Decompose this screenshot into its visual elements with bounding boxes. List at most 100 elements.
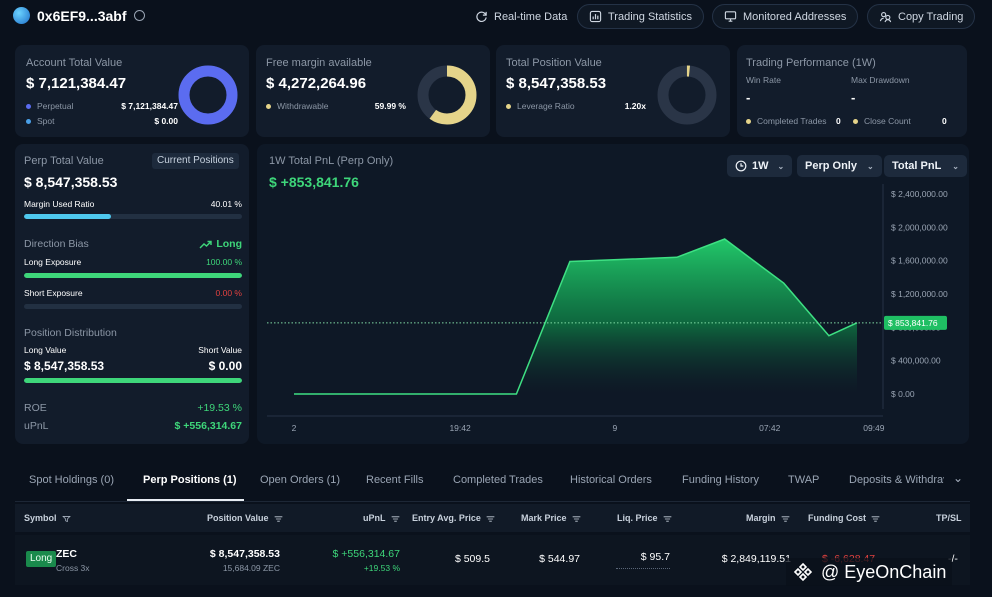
col-liq-price-label: Liq. Price (617, 513, 658, 523)
sort-icon (274, 516, 282, 522)
monitored-addresses-button[interactable]: Monitored Addresses (712, 4, 859, 29)
period-dropdown[interactable]: 1W ⌄ (727, 155, 793, 177)
col-funding-cost[interactable]: Funding Cost (808, 513, 880, 523)
col-entry-price[interactable]: Entry Avg. Price (412, 513, 495, 523)
table-header-row (15, 504, 970, 532)
col-funding-cost-label: Funding Cost (808, 513, 866, 523)
max-drawdown-label: Max Drawdown (851, 75, 910, 85)
address-header[interactable]: 0x6EF9...3abf (13, 7, 145, 24)
sort-icon (391, 516, 399, 522)
margin-used-label: Margin Used Ratio (24, 199, 95, 209)
close-count-label: Close Count (864, 116, 911, 126)
y-tick-label: $ 1,600,000.00 (891, 256, 948, 266)
tab-historical-orders[interactable]: Historical Orders (570, 474, 652, 486)
copy-trading-button[interactable]: Copy Trading (867, 4, 976, 29)
leverage-dot (506, 104, 511, 110)
withdrawable-dot (266, 104, 271, 110)
perp-total-title: Perp Total Value (24, 155, 104, 167)
symbol-name[interactable]: ZEC (56, 548, 77, 560)
perpetual-dot (26, 104, 31, 110)
short-exposure-label: Short Exposure (24, 288, 83, 298)
scope-dropdown[interactable]: Perp Only ⌄ (797, 155, 882, 177)
tab-perp-positions[interactable]: Perp Positions (1) (143, 474, 237, 486)
win-rate-label: Win Rate (746, 75, 781, 85)
tab-spot-holdings[interactable]: Spot Holdings (0) (29, 474, 114, 486)
tab-recent-fills[interactable]: Recent Fills (366, 474, 424, 486)
position-size-cell: 15,684.09 ZEC (222, 563, 280, 573)
tab-funding-history[interactable]: Funding History (682, 474, 760, 486)
monitored-addresses-label: Monitored Addresses (743, 10, 847, 23)
upnl-label: uPnL (24, 420, 49, 432)
sort-icon (486, 516, 495, 522)
roe-label: ROE (24, 402, 47, 414)
total-position-value: $ 8,547,358.53 (506, 75, 607, 92)
entry-price-cell: $ 509.5 (454, 553, 490, 565)
current-value-tag (884, 315, 947, 330)
col-mark-price[interactable]: Mark Price (521, 513, 581, 523)
col-symbol[interactable]: Symbol (24, 513, 71, 523)
sort-icon (572, 516, 580, 522)
leverage-value: 1.20x (624, 101, 646, 111)
close-count-row: Close Count (853, 116, 911, 126)
sort-icon (871, 516, 880, 522)
tab-twap[interactable]: TWAP (788, 474, 820, 486)
chart-icon (589, 10, 602, 23)
pnl-chart-panel: 1W Total PnL (Perp Only) $ +853,841.76 1… (257, 144, 969, 444)
current-positions-badge[interactable]: Current Positions (152, 153, 239, 169)
pnl-area-chart: $ 2,400,000.00 $ 2,000,000.00 $ 1,600,000.… (267, 184, 948, 433)
tabs-divider (15, 501, 970, 502)
chart-current-value: $ +853,841.76 (269, 174, 359, 190)
col-margin-label: Margin (746, 513, 776, 523)
metric-dropdown[interactable]: Total PnL ⌄ (884, 155, 967, 177)
x-tick-label: 9 (613, 423, 618, 433)
col-liq-price[interactable]: Liq. Price (617, 513, 672, 523)
position-value-cell: $ 8,547,358.53 (209, 548, 280, 560)
distribution-bar (24, 378, 242, 383)
tab-deposits-withdrawals[interactable]: Deposits & Withdrav (849, 474, 944, 486)
short-value-label: Short Value (198, 345, 242, 355)
long-value-amount: $ 8,547,358.53 (24, 359, 105, 373)
account-row-perpetual: Perpetual $ 7,121,384.47 (26, 101, 178, 111)
margin-mode: Cross 3x (56, 563, 90, 573)
direction-bias-indicator: Long (199, 238, 242, 250)
tab-open-orders[interactable]: Open Orders (1) (260, 474, 341, 486)
mark-price-cell: $ 544.97 (539, 553, 580, 565)
refresh-icon (476, 11, 487, 22)
spot-label: Spot (37, 116, 55, 126)
close-count-value: 0 (942, 116, 947, 126)
watermark-text: @ EyeOnChain (821, 561, 947, 582)
trend-up-icon (199, 240, 213, 248)
perpetual-label: Perpetual (37, 101, 74, 111)
col-margin[interactable]: Margin (746, 513, 790, 523)
col-position-value[interactable]: Position Value (207, 513, 283, 523)
realtime-data-button[interactable]: Real-time Data (464, 4, 578, 29)
trading-statistics-button[interactable]: Trading Statistics (577, 4, 704, 29)
tabs-scroll-chevron-icon[interactable]: ⌄ (953, 471, 964, 485)
perp-total-value: $ 8,547,358.53 (24, 174, 118, 190)
filter-icon (61, 515, 71, 522)
tab-completed-trades[interactable]: Completed Trades (453, 474, 543, 486)
copy-icon[interactable] (133, 10, 145, 21)
spot-value: $ 0.00 (154, 116, 178, 126)
perp-panel: Perp Total Value Current Positions $ 8,5… (15, 144, 249, 444)
col-tpsl: TP/SL (936, 513, 962, 523)
distribution-long-fill (24, 378, 242, 383)
chevron-down-icon: ⌄ (952, 161, 959, 171)
wallet-address: 0x6EF9...3abf (37, 7, 127, 24)
col-upnl[interactable]: uPnL (363, 513, 400, 523)
long-exposure-fill (24, 273, 242, 278)
liq-price-underline (616, 568, 670, 569)
margin-cell: $ 2,849,119.51 (721, 553, 791, 565)
free-margin-value: $ 4,272,264.96 (266, 75, 367, 92)
pnl-area (294, 239, 857, 394)
upnl-cell: $ +556,314.67 (332, 548, 400, 560)
completed-trades-row: Completed Trades (746, 116, 826, 126)
col-position-value-label: Position Value (207, 513, 269, 523)
globe-icon (13, 7, 30, 24)
chart-title: 1W Total PnL (Perp Only) (269, 155, 394, 167)
long-exposure-bar (24, 273, 242, 278)
scope-value: Perp Only (805, 160, 857, 172)
y-tick-label: $ 2,400,000.00 (891, 189, 948, 199)
max-drawdown-value: - (851, 90, 856, 105)
direction-bias-label: Direction Bias (24, 238, 89, 250)
